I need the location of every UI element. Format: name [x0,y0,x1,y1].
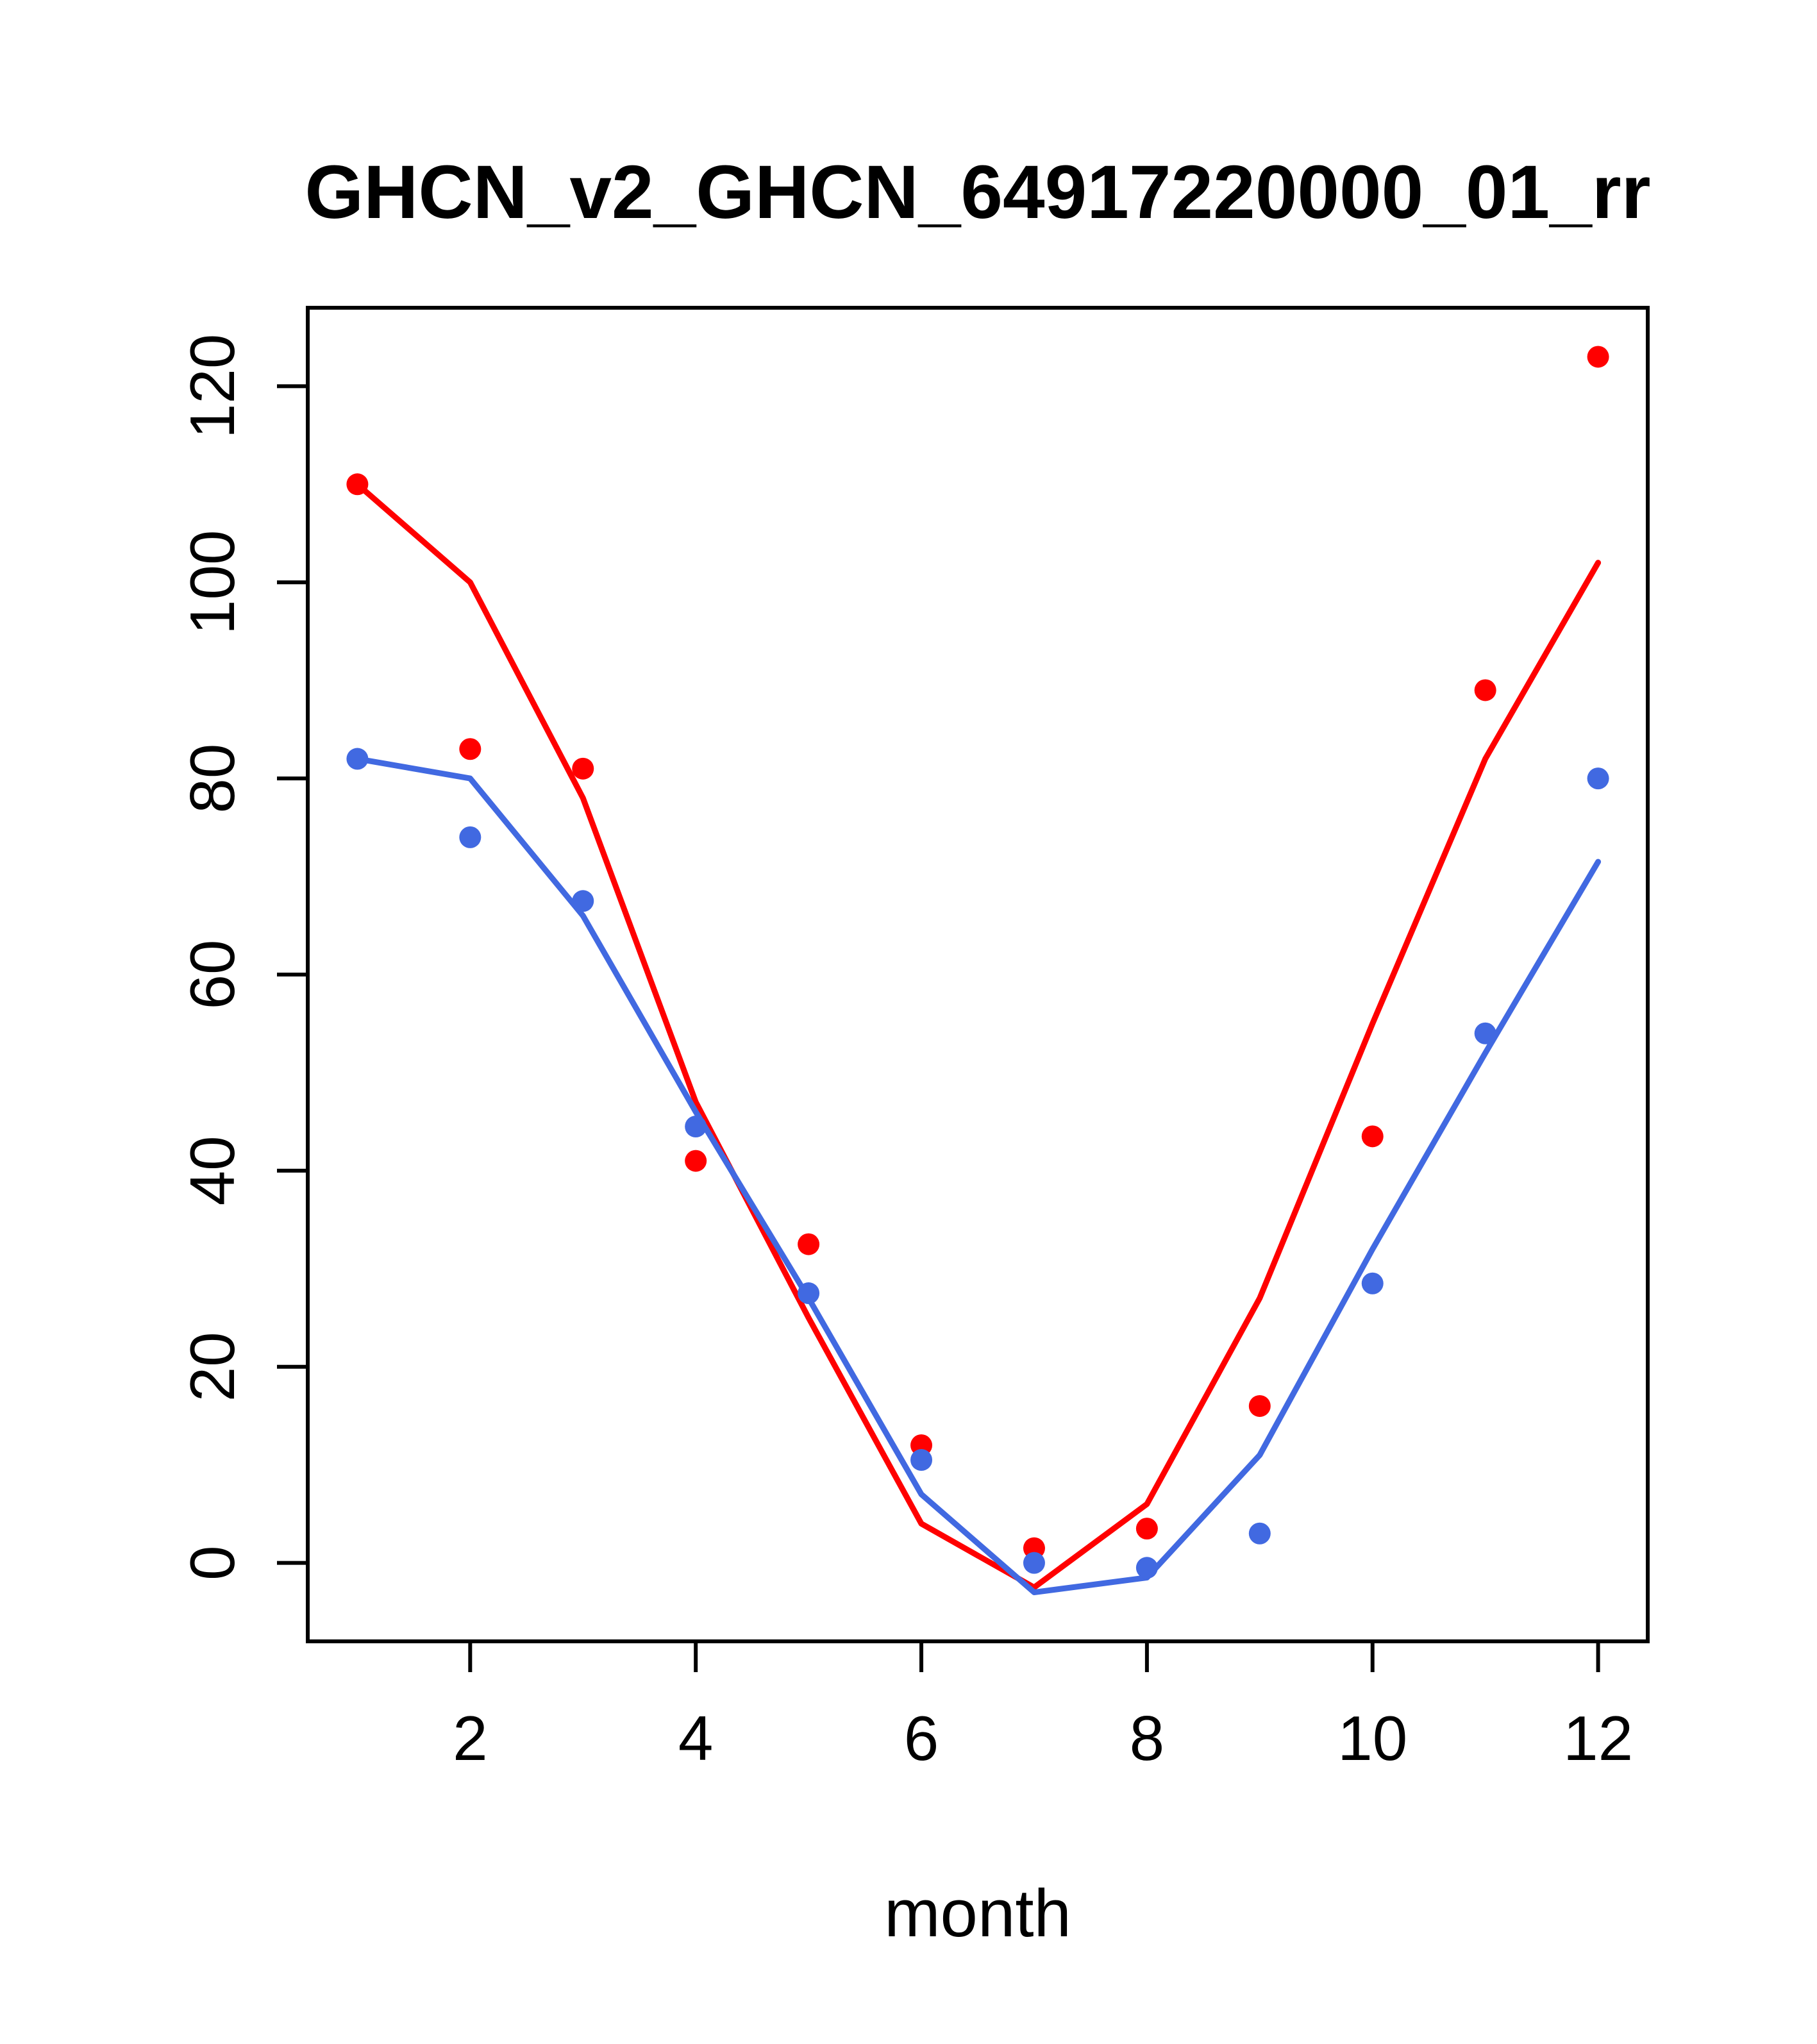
red-points-marker [1361,1125,1384,1148]
red-points-marker [346,473,369,496]
series-lines [354,481,1602,1596]
red-points-marker [572,757,594,780]
blue-points-marker [910,1449,933,1471]
red-points-marker [685,1150,707,1172]
y-tick-label: 60 [177,939,247,1009]
blue-points-marker [459,826,481,848]
plot-box [306,306,1650,1643]
blue-line [354,756,1602,1596]
y-tick-label: 0 [177,1545,247,1580]
red-points-marker [1474,679,1496,701]
red-points-marker [1135,1518,1158,1540]
y-tick-label: 120 [177,334,247,439]
blue-points-marker [1474,1022,1496,1044]
x-tick-label: 2 [453,1703,488,1773]
blue-points-marker [798,1282,820,1305]
y-tick-label: 100 [177,530,247,635]
blue-points-marker [346,748,369,770]
x-tick-label: 6 [904,1703,939,1773]
y-tick-label: 20 [177,1332,247,1402]
chart-title: GHCN_v2_GHCN_64917220000_01_rr [305,150,1650,235]
red-points-marker [1587,346,1609,368]
y-axis: 0 20 40 60 80 100 120 [177,334,308,1580]
x-tick-label: 12 [1563,1703,1633,1773]
red-points-marker [459,738,481,760]
series-points [346,346,1609,1579]
blue-points-marker [685,1116,707,1138]
x-tick-label: 4 [678,1703,714,1773]
y-tick-label: 80 [177,744,247,814]
blue-points-marker [1023,1552,1045,1574]
red-points-marker [1248,1395,1271,1417]
blue-points-marker [1135,1557,1158,1579]
blue-points-marker [1248,1522,1271,1545]
red-points-marker [798,1233,820,1255]
x-tick-label: 8 [1130,1703,1165,1773]
blue-points-marker [1361,1272,1384,1294]
blue-points-marker [572,890,594,912]
x-tick-label: 10 [1337,1703,1407,1773]
x-axis-label: month [884,1876,1071,1951]
x-axis: 2 4 6 8 10 12 [453,1641,1633,1773]
blue-points-marker [1587,767,1609,790]
y-tick-label: 40 [177,1135,247,1205]
red-line [354,481,1602,1591]
